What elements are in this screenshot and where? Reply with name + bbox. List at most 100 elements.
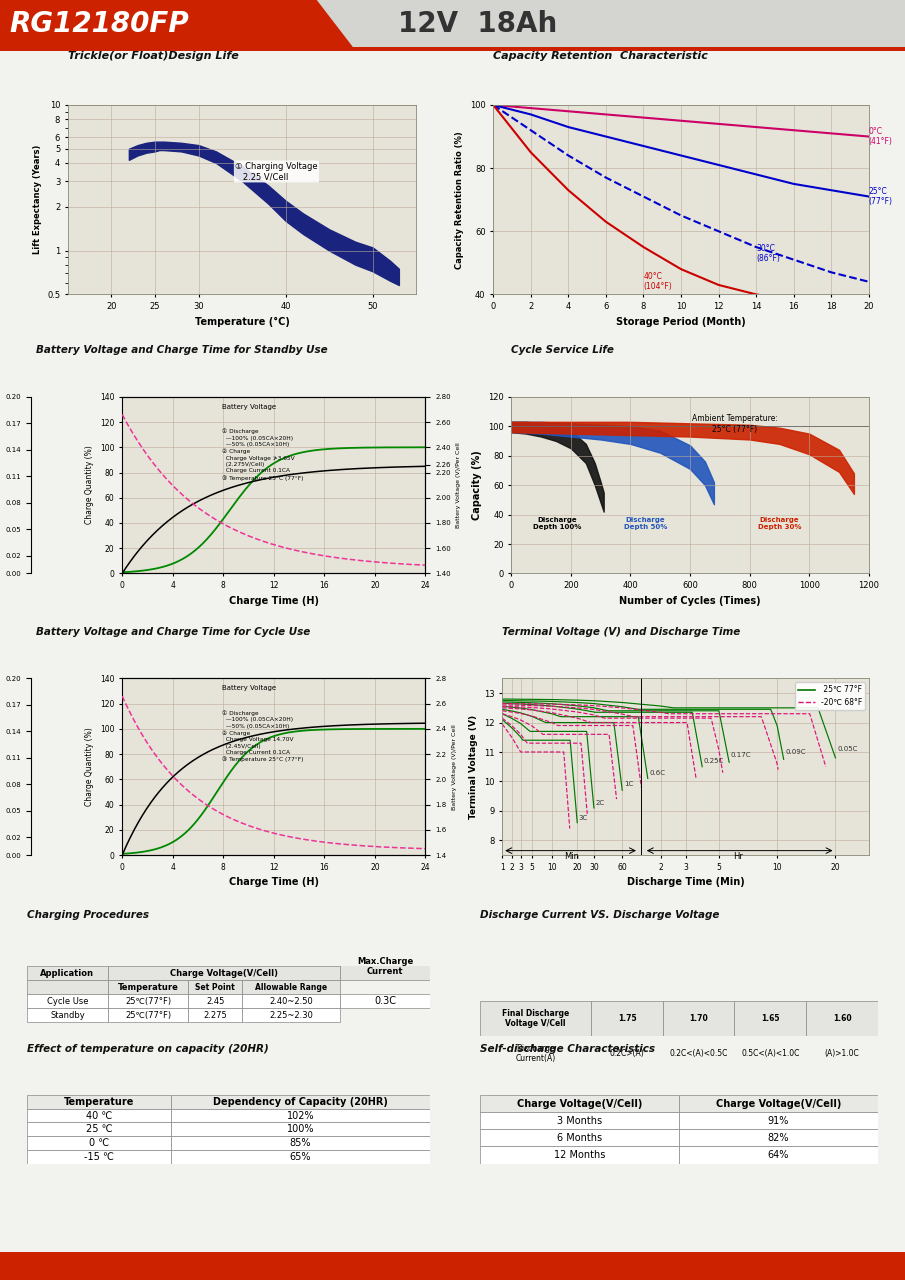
- Text: Terminal Voltage (V) and Discharge Time: Terminal Voltage (V) and Discharge Time: [502, 627, 740, 637]
- Bar: [108, 980, 188, 995]
- Bar: [27, 980, 108, 995]
- Bar: [108, 1009, 188, 1023]
- Y-axis label: Terminal Voltage (V): Terminal Voltage (V): [470, 714, 479, 819]
- Text: ① Discharge
  —100% (0.05CA×20H)
  —50% (0.05CA×10H)
② Charge
  Charge Voltage 1: ① Discharge —100% (0.05CA×20H) —50% (0.0…: [223, 710, 304, 762]
- Text: Standby: Standby: [50, 1011, 85, 1020]
- Text: Trickle(or Float)Design Life: Trickle(or Float)Design Life: [68, 51, 239, 61]
- Bar: [188, 1009, 242, 1023]
- Bar: [188, 980, 242, 995]
- Text: Charge Voltage(V/Cell): Charge Voltage(V/Cell): [170, 969, 278, 978]
- Text: Discharge
Depth 50%: Discharge Depth 50%: [624, 517, 667, 530]
- Text: Temperature: Temperature: [118, 983, 178, 992]
- Bar: [27, 1009, 108, 1023]
- Bar: [188, 995, 242, 1009]
- X-axis label: Discharge Time (Min): Discharge Time (Min): [626, 877, 745, 887]
- Text: 0.2C>(A): 0.2C>(A): [610, 1050, 644, 1059]
- Text: 0.05C: 0.05C: [837, 746, 858, 753]
- Text: 40 ℃: 40 ℃: [86, 1111, 112, 1120]
- Text: -15 ℃: -15 ℃: [84, 1152, 114, 1162]
- Text: Charge Voltage(V/Cell): Charge Voltage(V/Cell): [716, 1098, 841, 1108]
- Bar: [806, 1037, 878, 1071]
- Bar: [480, 1112, 679, 1129]
- Bar: [480, 1001, 591, 1037]
- Text: Discharge Current VS. Discharge Voltage: Discharge Current VS. Discharge Voltage: [480, 910, 719, 920]
- Bar: [171, 1123, 430, 1137]
- Text: 64%: 64%: [767, 1149, 789, 1160]
- Y-axis label: Capacity (%): Capacity (%): [472, 451, 482, 520]
- Text: Hr: Hr: [733, 852, 743, 861]
- Text: 0.5C<(A)<1.0C: 0.5C<(A)<1.0C: [741, 1050, 799, 1059]
- Text: ① Discharge
  —100% (0.05CA×20H)
  —50% (0.05CA×10H)
② Charge
  Charge Voltage ≯: ① Discharge —100% (0.05CA×20H) —50% (0.0…: [223, 429, 304, 480]
- Bar: [27, 1137, 171, 1149]
- Bar: [679, 1129, 878, 1147]
- Text: Allowable Range: Allowable Range: [255, 983, 328, 992]
- Text: RG12180FP: RG12180FP: [9, 9, 189, 37]
- Bar: [735, 1037, 806, 1071]
- Bar: [27, 995, 108, 1009]
- Text: Battery Voltage and Charge Time for Cycle Use: Battery Voltage and Charge Time for Cycl…: [36, 627, 310, 637]
- Bar: [242, 995, 340, 1009]
- Bar: [0, 47, 905, 51]
- Text: 0.3C: 0.3C: [374, 996, 396, 1006]
- Text: 1.60: 1.60: [833, 1014, 852, 1023]
- Bar: [662, 1001, 735, 1037]
- Text: 100%: 100%: [287, 1124, 314, 1134]
- Bar: [171, 1096, 430, 1108]
- Text: 1.70: 1.70: [690, 1014, 708, 1023]
- Text: 12 Months: 12 Months: [554, 1149, 605, 1160]
- Text: 1.75: 1.75: [618, 1014, 636, 1023]
- Text: Set Point: Set Point: [195, 983, 235, 992]
- Text: ① Charging Voltage
   2.25 V/Cell: ① Charging Voltage 2.25 V/Cell: [235, 161, 318, 182]
- Text: Charging Procedures: Charging Procedures: [27, 910, 149, 920]
- Text: 25℃(77°F): 25℃(77°F): [125, 997, 171, 1006]
- Text: 0°C
(41°F): 0°C (41°F): [869, 127, 892, 146]
- Text: 91%: 91%: [767, 1116, 789, 1125]
- Bar: [340, 952, 430, 980]
- Text: Ambient Temperature:
25°C (77°F): Ambient Temperature: 25°C (77°F): [691, 415, 777, 434]
- Text: Effect of temperature on capacity (20HR): Effect of temperature on capacity (20HR): [27, 1043, 269, 1053]
- Text: 1.65: 1.65: [761, 1014, 779, 1023]
- Bar: [679, 1147, 878, 1164]
- Text: 25°C
(77°F): 25°C (77°F): [869, 187, 893, 206]
- X-axis label: Charge Time (H): Charge Time (H): [229, 877, 319, 887]
- Text: Battery Voltage: Battery Voltage: [223, 686, 276, 691]
- Bar: [679, 1112, 878, 1129]
- Y-axis label: Lift Expectancy (Years): Lift Expectancy (Years): [33, 145, 42, 255]
- Text: 3 Months: 3 Months: [557, 1116, 602, 1125]
- Text: 25 ℃: 25 ℃: [86, 1124, 112, 1134]
- Bar: [27, 966, 108, 980]
- Text: 85%: 85%: [290, 1138, 311, 1148]
- Bar: [108, 966, 340, 980]
- Text: Max.Charge
Current: Max.Charge Current: [357, 956, 414, 977]
- Legend:  25℃ 77°F, -20℃ 68°F: 25℃ 77°F, -20℃ 68°F: [795, 682, 865, 710]
- Bar: [480, 1129, 679, 1147]
- Y-axis label: Capacity Retention Ratio (%): Capacity Retention Ratio (%): [455, 131, 464, 269]
- Bar: [108, 995, 188, 1009]
- X-axis label: Temperature (°C): Temperature (°C): [195, 316, 290, 326]
- Text: 1C: 1C: [624, 781, 634, 787]
- Text: 65%: 65%: [290, 1152, 311, 1162]
- Text: Cycle Service Life: Cycle Service Life: [511, 346, 614, 356]
- Bar: [662, 1037, 735, 1071]
- Bar: [480, 1037, 591, 1071]
- Text: 0.17C: 0.17C: [731, 751, 751, 758]
- Bar: [679, 1096, 878, 1112]
- Bar: [171, 1149, 430, 1164]
- Bar: [806, 1001, 878, 1037]
- Text: Discharge
Depth 100%: Discharge Depth 100%: [533, 517, 582, 530]
- Text: 102%: 102%: [287, 1111, 314, 1120]
- Text: Cycle Use: Cycle Use: [47, 997, 88, 1006]
- Text: Discharge
Depth 30%: Discharge Depth 30%: [757, 517, 801, 530]
- Y-axis label: Battery Voltage (V)/Per Cell: Battery Voltage (V)/Per Cell: [456, 443, 462, 527]
- Text: 0.25C: 0.25C: [704, 758, 724, 764]
- Text: 0 ℃: 0 ℃: [89, 1138, 110, 1148]
- Text: Final Discharge
Voltage V/Cell: Final Discharge Voltage V/Cell: [501, 1009, 569, 1028]
- Text: 0.09C: 0.09C: [786, 749, 805, 755]
- Bar: [735, 1001, 806, 1037]
- Text: 0.6C: 0.6C: [650, 769, 665, 776]
- Bar: [480, 1147, 679, 1164]
- Text: 6 Months: 6 Months: [557, 1133, 602, 1143]
- Polygon shape: [0, 0, 353, 47]
- X-axis label: Number of Cycles (Times): Number of Cycles (Times): [619, 595, 761, 605]
- Text: 82%: 82%: [767, 1133, 789, 1143]
